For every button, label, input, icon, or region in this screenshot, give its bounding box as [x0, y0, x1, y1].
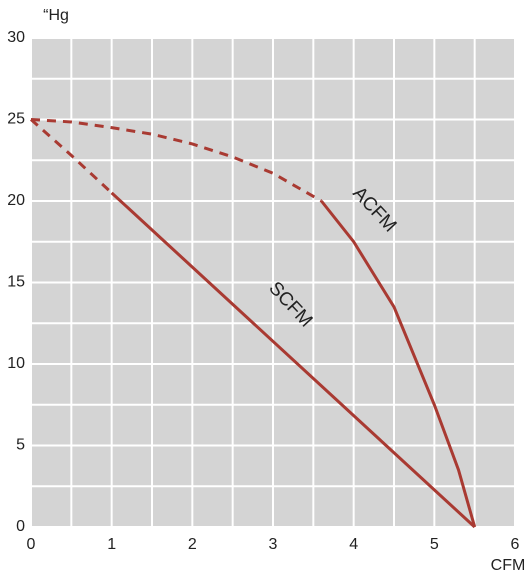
x-tick-label: 0 — [27, 536, 36, 553]
y-tick-label: 0 — [16, 518, 25, 535]
y-tick-label: 5 — [16, 437, 25, 454]
x-tick-label: 2 — [188, 536, 197, 553]
line — [110, 191, 476, 529]
x-tick-label: 6 — [511, 536, 520, 553]
y-tick-label: 20 — [7, 192, 25, 209]
x-tick-label: 4 — [349, 536, 358, 553]
y-axis-label: “Hg — [43, 7, 69, 24]
line — [320, 200, 477, 528]
line — [30, 118, 323, 203]
x-tick-label: 1 — [107, 536, 116, 553]
y-tick-label: 30 — [7, 29, 25, 46]
x-tick-label: 3 — [269, 536, 278, 553]
y-tick-label: 15 — [7, 274, 25, 291]
line — [30, 118, 113, 194]
y-tick-label: 25 — [7, 111, 25, 128]
y-tick-label: 10 — [7, 355, 25, 372]
x-axis-label: CFM — [491, 557, 526, 574]
x-tick-label: 5 — [430, 536, 439, 553]
